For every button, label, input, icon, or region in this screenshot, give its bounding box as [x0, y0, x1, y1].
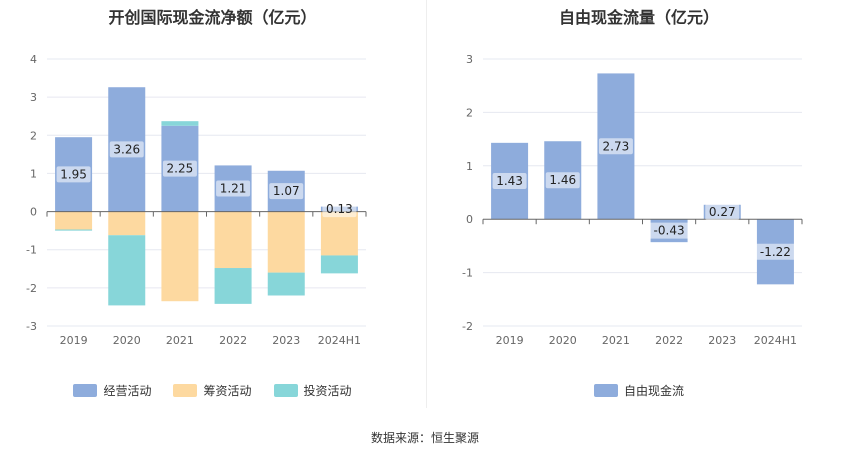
legend-label: 自由现金流 [623, 384, 684, 398]
x-tick-label: 2024H1 [318, 334, 361, 347]
svg-text:1.95: 1.95 [60, 167, 87, 181]
bar [108, 235, 146, 306]
y-tick-label: 1 [30, 167, 37, 180]
svg-text:1.07: 1.07 [273, 184, 300, 198]
x-tick-label: 2023 [272, 334, 300, 347]
x-tick-label: 2019 [60, 334, 88, 347]
legend-item[interactable]: 投资活动 [273, 382, 352, 399]
bar [161, 211, 199, 302]
bar [267, 211, 305, 273]
data-label: 2.25 [162, 160, 197, 177]
data-label: 1.43 [492, 173, 527, 190]
bar [161, 121, 199, 126]
y-tick-label: 2 [30, 129, 37, 142]
data-label: 3.26 [109, 141, 144, 158]
y-tick-label: -1 [26, 244, 37, 257]
x-tick-label: 2023 [708, 334, 736, 347]
data-label: 1.07 [269, 183, 304, 200]
svg-text:-1.22: -1.22 [760, 245, 791, 259]
y-tick-label: 3 [466, 53, 473, 66]
data-source-note: 数据来源：恒生聚源 [370, 431, 479, 445]
bar [214, 211, 252, 269]
legend-label: 投资活动 [303, 384, 352, 398]
svg-text:2.25: 2.25 [167, 162, 194, 176]
data-label: 0.13 [322, 201, 357, 218]
x-tick-label: 2024H1 [754, 334, 797, 347]
y-tick-label: 1 [466, 160, 473, 173]
y-tick-label: -3 [26, 320, 37, 333]
x-tick-label: 2020 [549, 334, 577, 347]
y-tick-label: 0 [466, 213, 473, 226]
legend-item[interactable]: 经营活动 [73, 382, 151, 399]
chart-legend: 经营活动 筹资活动 投资活动 [0, 382, 425, 399]
legend-label: 筹资活动 [203, 384, 252, 398]
svg-text:1.46: 1.46 [549, 173, 576, 187]
x-tick-label: 2020 [113, 334, 141, 347]
svg-text:1.21: 1.21 [220, 181, 247, 195]
chart-title: 自由现金流量（亿元） [558, 8, 719, 27]
bar [214, 268, 252, 304]
svg-text:-0.43: -0.43 [654, 224, 685, 238]
y-tick-label: 0 [30, 206, 37, 219]
y-tick-label: 2 [466, 106, 473, 119]
y-tick-label: 3 [30, 91, 37, 104]
svg-text:0.13: 0.13 [326, 202, 353, 216]
legend-item[interactable]: 自由现金流 [593, 382, 684, 399]
y-tick-label: -2 [26, 282, 37, 295]
data-label: 1.21 [216, 180, 251, 197]
bar [320, 211, 358, 256]
legend-label: 经营活动 [103, 384, 152, 398]
data-label: -1.22 [754, 243, 796, 260]
x-tick-label: 2022 [655, 334, 683, 347]
cash-flow-net-chart: 开创国际现金流净额（亿元） -3 -2 -1 0 1 2 3 4 2019 2020 2021 202… [0, 0, 425, 415]
legend-swatch [173, 384, 198, 397]
svg-text:3.26: 3.26 [113, 142, 140, 156]
x-tick-label: 2021 [602, 334, 630, 347]
y-tick-label: -2 [462, 320, 473, 333]
bar [55, 229, 93, 231]
free-cash-flow-plot: -2 -1 0 1 2 3 2019 2020 2021 2022 2023 2024H1 1.43 1.… [462, 53, 803, 347]
x-tick-label: 2021 [166, 334, 194, 347]
panel-divider [426, 0, 427, 408]
data-label: -0.43 [648, 222, 690, 239]
cash-flow-net-plot: -3 -2 -1 0 1 2 3 4 2019 2020 2021 2022 2023 2024H1 1.9… [26, 53, 367, 347]
bar [320, 255, 358, 274]
data-label: 1.95 [56, 166, 91, 183]
data-label: 0.27 [705, 203, 740, 220]
bar [55, 211, 93, 230]
legend-item[interactable]: 筹资活动 [173, 382, 252, 399]
free-cash-flow-chart: 自由现金流量（亿元） -2 -1 0 1 2 3 2019 2020 2021 2022 2023 2… [428, 0, 850, 415]
legend-swatch [73, 384, 98, 397]
y-tick-label: 4 [30, 53, 37, 66]
svg-text:0.27: 0.27 [709, 205, 736, 219]
bar [108, 211, 146, 236]
x-tick-label: 2022 [219, 334, 247, 347]
x-tick-label: 2019 [496, 334, 524, 347]
chart-title: 开创国际现金流净额（亿元） [108, 8, 317, 27]
data-label: 2.73 [598, 138, 633, 155]
bar [267, 272, 305, 296]
legend-swatch [593, 384, 618, 397]
svg-text:1.43: 1.43 [496, 174, 523, 188]
legend-swatch [273, 384, 298, 397]
svg-text:2.73: 2.73 [603, 139, 630, 153]
y-tick-label: -1 [462, 267, 473, 280]
chart-legend: 自由现金流 [428, 382, 850, 399]
data-label: 1.46 [545, 172, 580, 189]
